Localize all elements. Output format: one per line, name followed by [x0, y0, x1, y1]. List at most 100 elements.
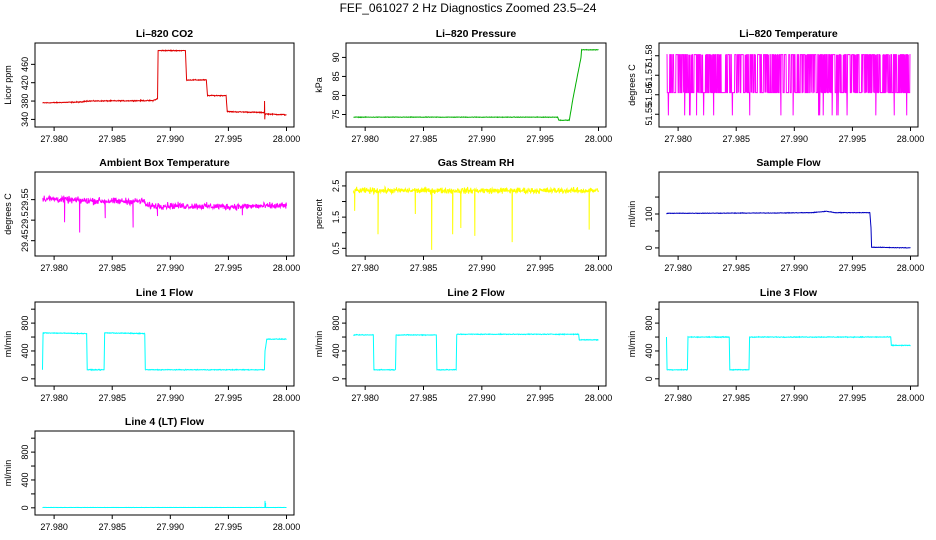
chart-9-xtick-label: 27.990: [781, 393, 809, 403]
chart-8-xtick-label: 27.980: [351, 393, 379, 403]
chart-10-title: Line 4 (LT) Flow: [125, 416, 205, 428]
chart-1-series: [42, 49, 287, 120]
chart-8: Line 2 Flow ml/min 27.980 27.985 27.990 27.99…: [314, 287, 612, 403]
chart-4-xtick-label: 28.000: [273, 263, 301, 273]
chart-5-xtick-label: 27.980: [351, 263, 379, 273]
chart-5-ylabel: percent: [314, 198, 324, 229]
chart-2-series: [353, 48, 599, 122]
chart-3-xtick-label: 27.985: [722, 134, 750, 144]
chart-2-xtick-label: 27.980: [351, 134, 379, 144]
chart-5-series: [353, 185, 599, 250]
chart-5-xtick-label: 27.995: [526, 263, 554, 273]
chart-3-title: Li–820 Temperature: [739, 28, 838, 40]
chart-6-series: [666, 210, 911, 249]
chart-6-xtick-label: 27.995: [839, 263, 867, 273]
chart-4-xtick-label: 27.990: [157, 263, 185, 273]
chart-7-ytick-label: 0: [20, 376, 30, 381]
chart-10-xtick-label: 27.990: [157, 522, 185, 532]
chart-3-ytick-label: 51.56: [644, 83, 654, 106]
chart-9-series: [665, 335, 911, 372]
chart-3-ytick-label: 51.55: [644, 103, 654, 126]
chart-3-ylabel: degrees C: [627, 64, 637, 106]
chart-1-ytick-label: 380: [20, 94, 30, 109]
chart-10-xtick-label: 27.985: [98, 522, 126, 532]
chart-10-ytick-label: 0: [20, 505, 30, 510]
chart-10-xtick-label: 27.980: [40, 522, 68, 532]
chart-6-xtick-label: 27.985: [722, 263, 750, 273]
chart-7-xtick-label: 28.000: [273, 393, 301, 403]
chart-7-frame: [34, 301, 295, 387]
chart-9-ylabel: ml/min: [627, 331, 637, 358]
chart-5-xtick-label: 27.985: [410, 263, 438, 273]
chart-1-ytick-label: 340: [20, 112, 30, 127]
chart-2-ytick-label: 75: [331, 109, 341, 119]
chart-8-ytick-label: 0: [331, 376, 341, 381]
chart-9-xtick-label: 27.980: [664, 393, 692, 403]
chart-3-frame: [658, 42, 919, 128]
chart-5-ytick-label: 1.5: [331, 211, 341, 224]
chart-4: Ambient Box Temperature degrees C 27.980 27…: [3, 157, 300, 273]
chart-2-ytick-label: 80: [331, 90, 341, 100]
chart-4-ytick-label: 29.45: [20, 229, 30, 252]
chart-2-ytick-label: 85: [331, 71, 341, 81]
chart-2-ytick-label: 90: [331, 52, 341, 62]
chart-8-ytick-label: 800: [331, 316, 341, 331]
chart-1-xtick-label: 27.980: [40, 134, 68, 144]
chart-2-xtick-label: 27.990: [468, 134, 496, 144]
chart-2: Li–820 Pressure kPa 27.980 27.985 27.990 27.9…: [314, 28, 612, 144]
chart-9-title: Line 3 Flow: [760, 287, 818, 299]
chart-1-title: Li–820 CO2: [136, 28, 193, 40]
chart-7-ytick-label: 800: [20, 316, 30, 331]
chart-9: Line 3 Flow ml/min 27.980 27.985 27.990 27.99…: [627, 287, 924, 403]
chart-9-frame: [658, 301, 919, 387]
chart-10: Line 4 (LT) Flow ml/min 27.980 27.985 27.990…: [3, 416, 300, 532]
chart-7: Line 1 Flow ml/min 27.980 27.985 27.990 27.99…: [3, 287, 300, 403]
chart-2-xtick-label: 27.995: [526, 134, 554, 144]
chart-7-xtick-label: 27.985: [98, 393, 126, 403]
chart-3-xtick-label: 27.995: [839, 134, 867, 144]
chart-1-xtick-label: 27.995: [215, 134, 243, 144]
chart-3-series: [666, 54, 911, 116]
chart-8-xtick-label: 27.990: [468, 393, 496, 403]
chart-5-xtick-label: 27.990: [468, 263, 496, 273]
chart-2-xtick-label: 28.000: [585, 134, 613, 144]
chart-4-frame: [34, 171, 295, 257]
chart-5-frame: [345, 171, 607, 257]
chart-8-xtick-label: 28.000: [585, 393, 613, 403]
chart-10-ylabel: ml/min: [3, 460, 13, 487]
chart-6-ytick-label: 0: [644, 245, 654, 250]
chart-8-ytick-label: 400: [331, 343, 341, 358]
chart-6-ylabel: ml/min: [627, 201, 637, 228]
chart-1-xtick-label: 27.990: [157, 134, 185, 144]
chart-10-ytick-label: 800: [20, 445, 30, 460]
chart-6-ytick-label: 100: [644, 206, 654, 221]
chart-1-xtick-label: 27.985: [98, 134, 126, 144]
chart-8-xtick-label: 27.995: [526, 393, 554, 403]
chart-3-ytick-label: 51.57: [644, 64, 654, 87]
chart-8-series: [353, 332, 599, 371]
chart-10-series: [42, 500, 287, 509]
chart-4-xtick-label: 27.980: [40, 263, 68, 273]
chart-5: Gas Stream RH percent 27.980 27.985 27.990 27…: [314, 157, 612, 273]
chart-8-xtick-label: 27.985: [410, 393, 438, 403]
chart-4-xtick-label: 27.995: [215, 263, 243, 273]
chart-10-xtick-label: 27.995: [215, 522, 243, 532]
chart-4-xtick-label: 27.985: [98, 263, 126, 273]
chart-4-title: Ambient Box Temperature: [99, 157, 230, 169]
chart-6: Sample Flow ml/min 27.980 27.985 27.990 27.99…: [627, 157, 924, 273]
chart-1-ytick-label: 460: [20, 57, 30, 72]
chart-1-frame: [34, 42, 295, 128]
chart-7-ytick-label: 400: [20, 343, 30, 358]
chart-1-ylabel: Licor ppm: [3, 65, 13, 105]
chart-3: Li–820 Temperature degrees C 27.980 27.985 2…: [627, 28, 924, 144]
chart-1-ytick-label: 420: [20, 75, 30, 90]
chart-5-title: Gas Stream RH: [438, 157, 514, 169]
chart-9-xtick-label: 27.985: [722, 393, 750, 403]
chart-4-ylabel: degrees C: [3, 193, 13, 235]
chart-6-xtick-label: 27.990: [781, 263, 809, 273]
chart-9-xtick-label: 27.995: [839, 393, 867, 403]
chart-9-ytick-label: 400: [644, 343, 654, 358]
chart-4-series: [42, 194, 288, 233]
chart-3-ytick-label: 51.58: [644, 44, 654, 67]
chart-7-series: [41, 331, 287, 372]
